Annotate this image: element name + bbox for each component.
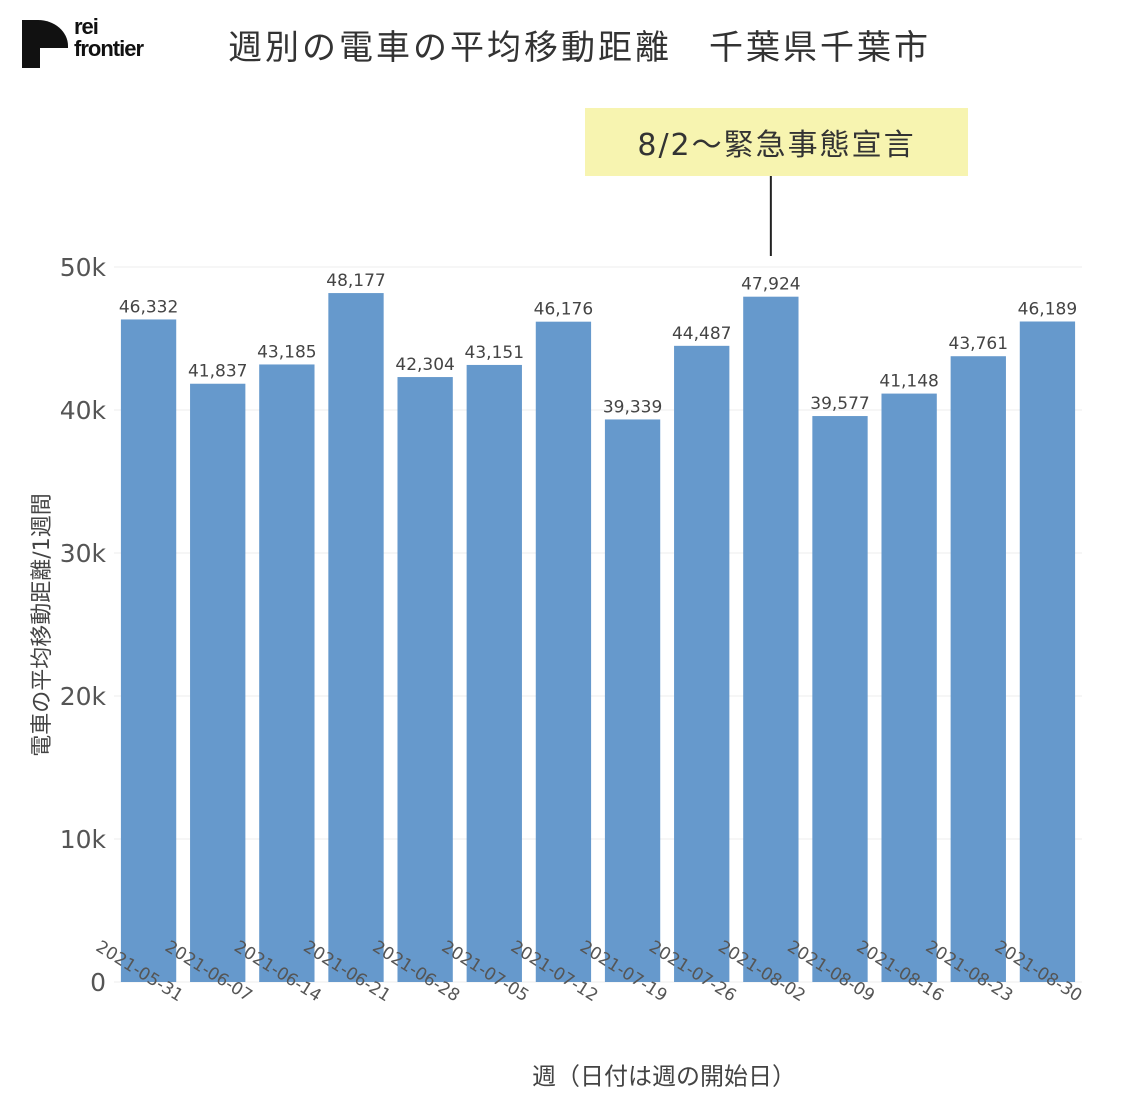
bar-value-label: 43,151 <box>465 343 524 363</box>
bar-value-label: 46,176 <box>534 300 593 320</box>
x-axis-label: 週（日付は週の開始日） <box>532 1062 796 1091</box>
bar-value-label: 46,332 <box>119 297 178 317</box>
y-axis-ticks: 0 10k 20k 30k 40k 50k <box>60 253 107 997</box>
y-tick-label: 40k <box>60 396 107 425</box>
bar-value-label: 48,177 <box>326 271 385 291</box>
bar-value-label: 42,304 <box>395 355 454 375</box>
bar <box>259 364 315 983</box>
bar <box>674 345 730 982</box>
y-tick-label: 20k <box>60 682 107 711</box>
annotation-box: 8/2～緊急事態宣言 <box>585 108 968 176</box>
bar-value-label: 41,837 <box>188 362 247 382</box>
bar <box>881 393 937 982</box>
y-tick-label: 10k <box>60 825 107 854</box>
y-tick-label: 30k <box>60 539 107 568</box>
rei-frontier-logo: rei frontier <box>22 14 182 70</box>
bar-value-label: 43,185 <box>257 342 316 362</box>
bar <box>1019 321 1076 982</box>
bar-value-label: 41,148 <box>879 372 938 392</box>
bar <box>743 296 799 983</box>
bars <box>120 293 1076 983</box>
bar-value-label: 44,487 <box>672 324 731 344</box>
value-labels: 46,332 41,837 43,185 48,177 42,304 43,151 46,1… <box>119 271 1077 417</box>
bar <box>397 377 453 982</box>
bar-value-label: 39,577 <box>810 394 869 414</box>
bar <box>535 321 592 982</box>
bar <box>190 383 246 982</box>
logo-text-line1: rei <box>74 14 99 39</box>
bar <box>812 416 868 982</box>
y-axis-label: 電車の平均移動距離/1週間 <box>30 493 55 757</box>
logo-mark-icon <box>22 20 68 68</box>
y-tick-label: 50k <box>60 253 107 282</box>
bar-value-label: 39,339 <box>603 397 662 417</box>
bar <box>950 356 1006 982</box>
bar <box>466 364 522 983</box>
bar-value-label: 46,189 <box>1018 299 1077 319</box>
bar <box>328 293 384 982</box>
bar-value-label: 47,924 <box>741 275 800 295</box>
bar <box>120 319 177 982</box>
y-tick-label: 0 <box>90 968 106 997</box>
chart-title: 週別の電車の平均移動距離 千葉県千葉市 <box>228 28 931 68</box>
bar-value-label: 43,761 <box>949 334 1008 354</box>
bar <box>604 419 661 983</box>
logo-text-line2: frontier <box>74 36 144 61</box>
